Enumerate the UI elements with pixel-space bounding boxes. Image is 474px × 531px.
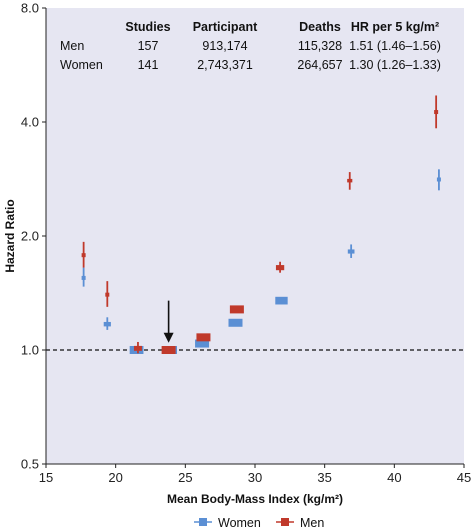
men-marker [196,333,211,342]
table-cell: 2,743,371 [197,58,253,72]
men-point-3 [133,341,142,354]
men-point-5 [196,333,211,342]
men-point-8 [347,172,353,190]
men-point-1 [81,241,86,268]
men-marker [434,110,439,115]
x-tick-label: 25 [178,470,192,485]
y-axis-title: Hazard Ratio [3,199,17,272]
x-axis-title: Mean Body-Mass Index (kg/m²) [167,492,343,506]
y-tick-label: 1.0 [21,343,39,358]
women-point-9 [436,169,441,191]
table-cell: 115,328 [298,39,342,53]
legend-men-marker [281,518,289,526]
men-marker [81,253,86,258]
men-marker [105,292,110,297]
arrow-head [163,332,174,343]
plot-area [46,8,464,464]
table-cell: Women [60,58,103,72]
y-tick-label: 2.0 [21,229,39,244]
legend: Women Men [194,516,324,530]
table-header: Deaths [299,20,341,34]
men-marker [275,265,285,271]
legend-women-label: Women [218,516,261,530]
women-point-5 [195,339,210,348]
table-header: Studies [125,20,170,34]
women-marker [228,318,243,327]
table-header: HR per 5 kg/m² [351,20,439,34]
x-tick-label: 30 [248,470,262,485]
table-cell: 1.30 (1.26–1.33) [349,58,441,72]
table-cell: 157 [138,39,159,53]
women-marker [103,321,111,327]
stats-table: Studies Participant Deaths HR per 5 kg/m² Me… [60,20,441,72]
men-point-9 [434,95,439,129]
table-cell: 1.51 (1.46–1.56) [349,39,441,53]
legend-men-label: Men [300,516,324,530]
y-tick-label: 4.0 [21,115,39,130]
legend-women-marker [199,518,207,526]
x-tick-label: 15 [39,470,53,485]
men-marker [161,346,176,354]
x-tick-label: 20 [108,470,122,485]
women-marker [436,177,441,182]
x-tick-label: 40 [387,470,401,485]
table-header: Participant [193,20,258,34]
women-point-2 [103,317,111,330]
women-marker [81,275,86,280]
men-marker [229,305,244,314]
men-marker [347,178,353,183]
x-tick-label: 35 [317,470,331,485]
men-point-4 [161,346,176,354]
men-point-7 [275,261,285,273]
x-tick-label: 45 [457,470,471,485]
men-point-2 [105,281,110,307]
men-marker [133,345,142,351]
table-cell: 141 [138,58,159,72]
women-marker [275,296,288,305]
women-point-7 [275,296,288,305]
men-point-6 [229,305,244,314]
women-point-1 [81,267,86,287]
table-cell: Men [60,39,84,53]
women-point-8 [347,244,355,258]
table-cell: 913,174 [202,39,247,53]
women-marker [347,249,355,254]
y-tick-label: 8.0 [21,1,39,16]
y-tick-label: 0.5 [21,457,39,472]
table-cell: 264,657 [297,58,342,72]
women-point-6 [228,318,243,327]
women-marker [195,339,210,348]
